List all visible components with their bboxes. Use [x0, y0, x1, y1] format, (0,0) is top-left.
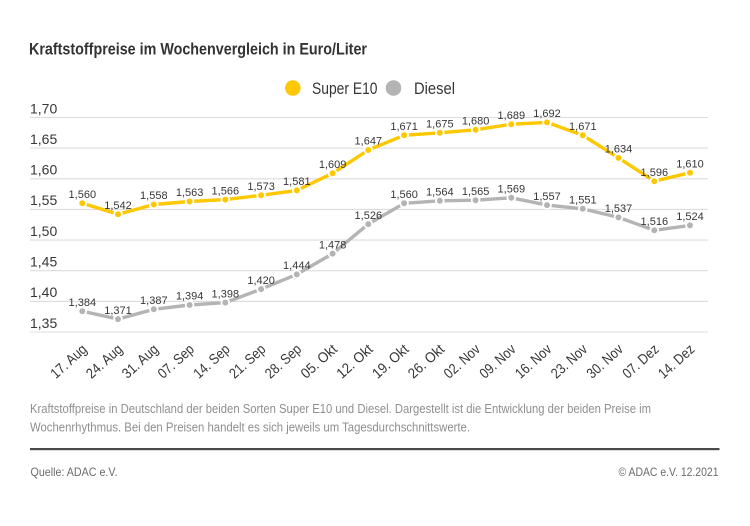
- svg-text:1,596: 1,596: [641, 167, 669, 179]
- svg-text:1,55: 1,55: [30, 192, 57, 208]
- svg-text:1,551: 1,551: [569, 195, 597, 207]
- svg-text:Kraftstoffpreise im Wochenverg: Kraftstoffpreise im Wochenvergleich in E…: [29, 40, 367, 59]
- svg-text:1,60: 1,60: [30, 162, 57, 178]
- svg-text:1,692: 1,692: [533, 108, 561, 120]
- svg-text:1,557: 1,557: [533, 191, 561, 203]
- svg-text:1,35: 1,35: [30, 315, 57, 331]
- svg-text:1,609: 1,609: [319, 159, 347, 171]
- svg-text:1,50: 1,50: [30, 223, 57, 239]
- svg-text:1,569: 1,569: [498, 184, 526, 196]
- svg-text:Super E10: Super E10: [312, 80, 378, 98]
- svg-text:1,420: 1,420: [247, 275, 275, 287]
- svg-text:1,65: 1,65: [30, 131, 57, 147]
- svg-text:1,675: 1,675: [426, 119, 454, 131]
- svg-text:1,444: 1,444: [283, 260, 311, 272]
- svg-text:1,516: 1,516: [641, 216, 669, 228]
- svg-text:1,573: 1,573: [247, 181, 275, 193]
- svg-text:1,45: 1,45: [30, 254, 57, 270]
- svg-text:1,610: 1,610: [676, 158, 704, 170]
- svg-text:Wochenrhythmus. Bei den Preise: Wochenrhythmus. Bei den Preisen handelt …: [30, 420, 470, 434]
- svg-text:1,398: 1,398: [212, 288, 240, 300]
- svg-text:© ADAC e.V. 12.2021: © ADAC e.V. 12.2021: [619, 465, 719, 479]
- svg-text:1,564: 1,564: [426, 187, 454, 199]
- svg-text:1,560: 1,560: [390, 189, 418, 201]
- svg-text:1,524: 1,524: [676, 211, 704, 223]
- svg-text:1,581: 1,581: [283, 176, 311, 188]
- svg-text:1,478: 1,478: [319, 239, 347, 251]
- svg-text:1,537: 1,537: [605, 203, 633, 215]
- svg-text:1,40: 1,40: [30, 284, 57, 300]
- svg-text:1,680: 1,680: [462, 116, 490, 128]
- svg-text:1,647: 1,647: [355, 136, 383, 148]
- svg-text:1,634: 1,634: [605, 144, 633, 156]
- svg-text:1,526: 1,526: [355, 210, 383, 222]
- svg-text:1,394: 1,394: [176, 291, 204, 303]
- svg-text:1,542: 1,542: [104, 200, 132, 212]
- svg-text:1,689: 1,689: [498, 110, 526, 122]
- svg-text:1,70: 1,70: [30, 100, 57, 116]
- svg-text:1,384: 1,384: [69, 297, 97, 309]
- svg-text:Kraftstoffpreise in Deutschlan: Kraftstoffpreise in Deutschland der beid…: [30, 402, 651, 416]
- svg-text:1,671: 1,671: [390, 121, 418, 133]
- svg-text:1,387: 1,387: [140, 295, 168, 307]
- svg-text:1,558: 1,558: [140, 190, 168, 202]
- svg-text:1,671: 1,671: [569, 121, 597, 133]
- svg-text:1,560: 1,560: [69, 189, 97, 201]
- svg-text:1,563: 1,563: [176, 187, 204, 199]
- svg-text:1,566: 1,566: [212, 185, 240, 197]
- svg-text:Quelle: ADAC e.V.: Quelle: ADAC e.V.: [31, 465, 118, 479]
- svg-text:Diesel: Diesel: [414, 80, 455, 98]
- svg-text:1,371: 1,371: [104, 305, 132, 317]
- svg-text:1,565: 1,565: [462, 186, 490, 198]
